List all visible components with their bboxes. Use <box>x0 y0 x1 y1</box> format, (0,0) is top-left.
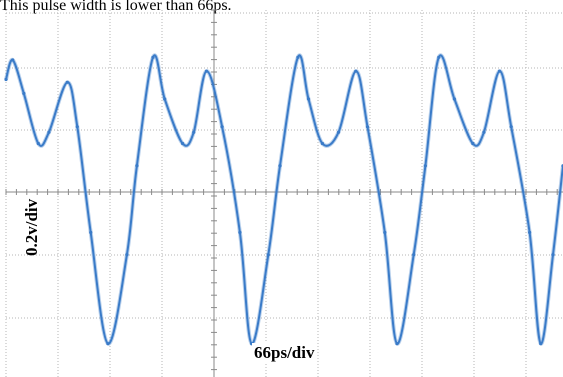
waveform-point <box>163 97 167 101</box>
waveform-point <box>36 141 40 146</box>
waveform-series <box>4 53 563 346</box>
y-axis-label: 0.2v/div <box>22 198 41 256</box>
waveform-point <box>395 342 399 346</box>
waveform-point <box>383 230 387 234</box>
waveform-point <box>482 130 486 134</box>
waveform-point <box>354 69 358 73</box>
waveform-point <box>528 230 532 234</box>
waveform-line <box>5 54 563 345</box>
waveform-point <box>278 164 282 168</box>
waveform-point <box>497 69 502 73</box>
waveform-point <box>75 125 79 129</box>
waveform-point <box>238 230 242 234</box>
waveform-point <box>423 164 427 168</box>
waveform-point <box>181 141 185 146</box>
waveform-point <box>320 141 324 146</box>
waveform-point <box>539 342 543 346</box>
grid <box>5 9 563 377</box>
waveform-point <box>47 130 51 134</box>
waveform-point <box>22 91 26 95</box>
waveform-point <box>125 253 129 257</box>
waveform-point <box>551 253 555 257</box>
waveform-point <box>89 230 93 234</box>
waveform-point <box>412 253 416 257</box>
waveform-point <box>106 342 110 346</box>
waveform-point <box>336 130 341 134</box>
waveform-point <box>306 97 311 101</box>
waveform-point <box>135 164 139 168</box>
waveform-point <box>509 125 513 129</box>
waveform-point <box>266 253 270 257</box>
x-axis-label: 66ps/div <box>252 343 317 363</box>
waveform-point <box>11 58 15 62</box>
waveform-point <box>151 55 155 59</box>
waveform-point <box>365 125 370 129</box>
waveform-point <box>65 80 69 84</box>
waveform-point <box>452 97 456 101</box>
waveform-point <box>296 55 300 59</box>
waveform-point <box>220 125 224 129</box>
waveform-point <box>192 130 196 134</box>
waveform-point <box>437 55 441 59</box>
waveform-point <box>204 69 209 73</box>
waveform-point <box>471 141 475 146</box>
waveform-point <box>4 77 8 82</box>
waveform-line-halo <box>4 53 563 346</box>
